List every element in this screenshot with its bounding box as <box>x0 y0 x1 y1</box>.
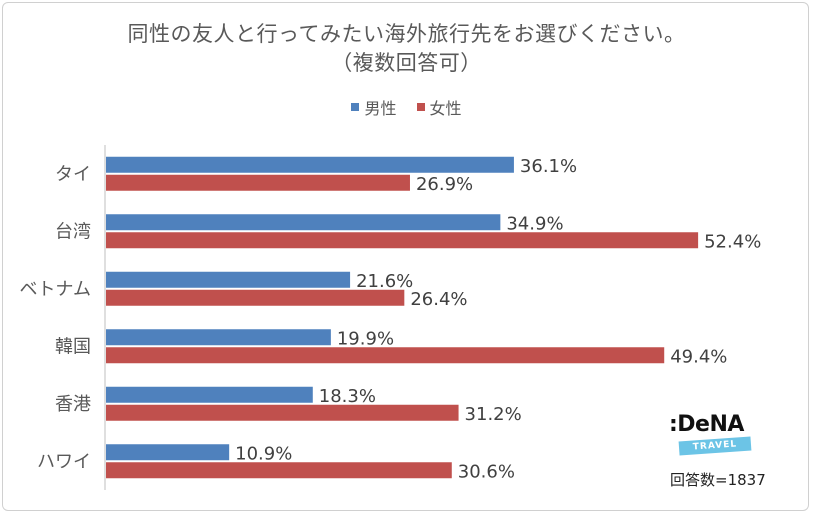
legend-label-female: 女性 <box>429 99 462 118</box>
legend-item-male: 男性 <box>351 95 397 119</box>
data-label-female: 49.4% <box>670 346 727 367</box>
bar-female <box>106 174 410 191</box>
data-label-female: 30.6% <box>458 461 515 482</box>
category-label: タイ <box>55 164 91 185</box>
bar-male <box>106 386 313 403</box>
data-label-male: 36.1% <box>520 156 577 177</box>
legend: 男性 女性 <box>0 95 813 119</box>
chart-title: 同性の友人と行ってみたい海外旅行先をお選びください。 <box>127 22 686 46</box>
bar-male <box>106 329 331 346</box>
category-label: ベトナム <box>20 279 91 300</box>
bar-male <box>106 156 514 173</box>
legend-swatch-female <box>416 103 425 111</box>
category-label: 香港 <box>55 394 91 415</box>
bar-male <box>106 214 501 231</box>
category-label: ハワイ <box>37 451 91 472</box>
data-label-female: 26.4% <box>410 289 467 310</box>
bar-male <box>106 444 230 461</box>
data-label-female: 31.2% <box>465 404 522 425</box>
respondent-count: 回答数=1837 <box>670 471 766 489</box>
data-label-female: 52.4% <box>704 231 761 252</box>
data-label-female: 26.9% <box>416 174 473 195</box>
data-label-male: 18.3% <box>319 386 376 407</box>
legend-item-female: 女性 <box>416 95 462 119</box>
data-label-male: 10.9% <box>235 443 292 464</box>
bar-male <box>106 271 351 288</box>
category-label: 韓国 <box>55 336 91 357</box>
data-label-male: 19.9% <box>337 328 394 349</box>
bar-female <box>106 232 699 249</box>
data-label-male: 21.6% <box>356 271 413 292</box>
logo-wordmark: :DeNA <box>669 412 744 437</box>
bar-female <box>106 347 665 364</box>
bar-female <box>106 404 459 421</box>
dena-travel-logo: :DeNA TRAVEL <box>665 412 757 460</box>
category-label: 台湾 <box>55 221 91 242</box>
chart-subtitle: （複数回答可） <box>331 51 482 75</box>
legend-label-male: 男性 <box>364 99 397 118</box>
data-label-male: 34.9% <box>506 213 563 234</box>
bar-female <box>106 289 405 306</box>
legend-swatch-male <box>351 103 360 111</box>
logo-tag: TRAVEL <box>678 436 752 456</box>
bar-female <box>106 462 452 479</box>
